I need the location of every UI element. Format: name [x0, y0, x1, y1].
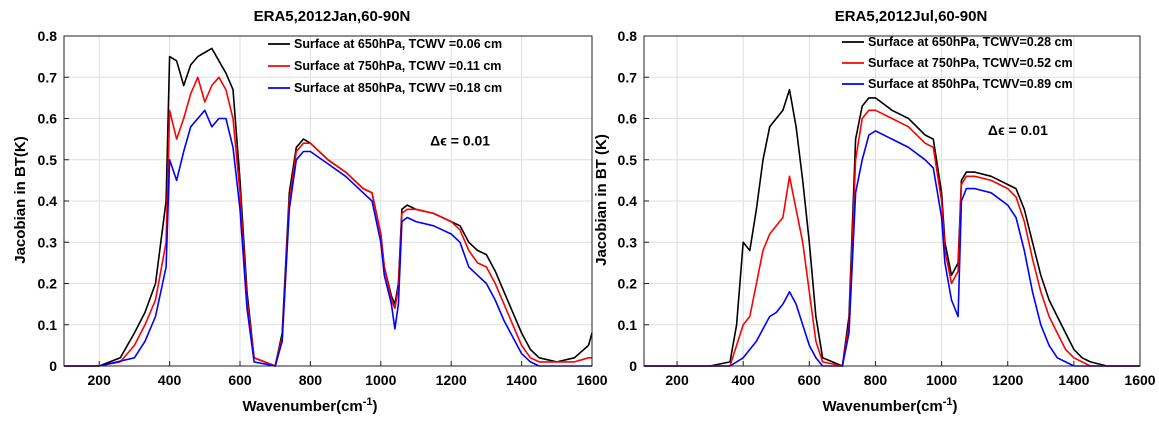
x-tick-label: 600: [798, 372, 822, 388]
x-axis-label-close: ): [373, 398, 378, 415]
y-tick-label: 0: [629, 358, 637, 374]
legend: Surface at 650hPa, TCWV=0.28 cm Surface a…: [842, 35, 1073, 91]
y-tick-label: 0.1: [38, 317, 58, 333]
x-tick-label: 1600: [1124, 372, 1155, 388]
y-tick-label: 0.3: [618, 234, 638, 250]
y-tick-label: 0.5: [38, 152, 58, 168]
x-tick-label: 200: [88, 372, 112, 388]
y-tick-label: 0.7: [618, 69, 638, 85]
series-line-2: [644, 109, 1140, 367]
x-tick-label: 800: [299, 372, 323, 388]
legend: Surface at 650hPa, TCWV =0.06 cm Surface …: [268, 37, 502, 95]
legend-item: Surface at 650hPa, TCWV=0.28 cm: [842, 35, 1073, 49]
x-tick-label: 1000: [365, 372, 396, 388]
chart-panel-jul: ERA5,2012Jul,60-90N Jacobian in BT (K) W…: [593, 8, 1156, 415]
x-tick-label: 1000: [926, 372, 957, 388]
y-tick-label: 0.7: [38, 69, 58, 85]
x-axis-label-sup: -1: [943, 396, 953, 408]
y-tick-label: 0.4: [618, 193, 638, 209]
x-tick-label: 400: [732, 372, 756, 388]
tick-labels: 200 400 600 800 1000 1200 1400 1600 0 0.1 0.2 0.3 0.…: [618, 28, 1156, 388]
x-tick-label: 1400: [506, 372, 537, 388]
x-tick-label: 800: [864, 372, 888, 388]
delta-epsilon-annotation: Δϵ = 0.01: [430, 132, 490, 148]
delta-epsilon-annotation: Δϵ = 0.01: [988, 122, 1048, 138]
series-line-3: [64, 109, 592, 367]
series-line-1: [644, 88, 1140, 367]
y-tick-label: 0.3: [38, 234, 58, 250]
chart-title: ERA5,2012Jul,60-90N: [835, 8, 988, 25]
x-axis-label-close: ): [953, 398, 958, 415]
x-tick-label: 1600: [576, 372, 607, 388]
y-tick-label: 0.6: [38, 111, 58, 127]
legend-label: Surface at 850hPa, TCWV=0.89 cm: [868, 77, 1073, 91]
tick-labels: 200 400 600 800 1000 1200 1400 1600 0 0.1 0.2 0.3 0.…: [38, 28, 608, 388]
series-line-2: [64, 76, 592, 367]
legend-item: Surface at 750hPa, TCWV=0.52 cm: [842, 56, 1073, 70]
series-line-1: [64, 47, 593, 367]
x-axis-label-main: Wavenumber(cm: [242, 398, 362, 415]
x-axis-label-sup: -1: [363, 396, 373, 408]
y-tick-label: 0.5: [618, 152, 638, 168]
y-tick-label: 0.8: [38, 28, 58, 44]
y-axis-label: Jacobian in BT (K): [593, 134, 610, 266]
x-tick-label: 200: [665, 372, 689, 388]
y-tick-label: 0.2: [618, 276, 638, 292]
y-tick-label: 0.4: [38, 193, 58, 209]
x-axis-label-main: Wavenumber(cm: [822, 398, 942, 415]
legend-label: Surface at 850hPa, TCWV =0.18 cm: [294, 81, 502, 95]
legend-label: Surface at 750hPa, TCWV=0.52 cm: [868, 56, 1073, 70]
legend-label: Surface at 650hPa, TCWV=0.28 cm: [868, 35, 1073, 49]
y-tick-label: 0.2: [38, 276, 58, 292]
series-lines: [644, 88, 1140, 367]
x-axis-label: Wavenumber(cm-1): [242, 396, 377, 415]
legend-label: Surface at 650hPa, TCWV =0.06 cm: [294, 37, 502, 51]
legend-item: Surface at 850hPa, TCWV=0.89 cm: [842, 77, 1073, 91]
chart-title: ERA5,2012Jan,60-90N: [254, 8, 411, 25]
x-axis-label: Wavenumber(cm-1): [822, 396, 957, 415]
x-tick-label: 600: [228, 372, 252, 388]
legend-item: Surface at 850hPa, TCWV =0.18 cm: [268, 81, 502, 95]
y-tick-label: 0.1: [618, 317, 638, 333]
x-tick-label: 400: [158, 372, 182, 388]
x-tick-label: 1200: [436, 372, 467, 388]
y-axis-label: Jacobian in BT(K): [12, 136, 29, 264]
series-line-3: [644, 130, 1140, 367]
y-tick-label: 0.6: [618, 111, 638, 127]
y-tick-label: 0.8: [618, 28, 638, 44]
x-tick-label: 1200: [992, 372, 1023, 388]
legend-label: Surface at 750hPa, TCWV =0.11 cm: [294, 59, 501, 73]
y-tick-label: 0: [49, 358, 57, 374]
chart-panel-jan: ERA5,2012Jan,60-90N Jacobian in BT(K) Wa…: [12, 8, 608, 415]
legend-item: Surface at 750hPa, TCWV =0.11 cm: [268, 59, 501, 73]
legend-item: Surface at 650hPa, TCWV =0.06 cm: [268, 37, 502, 51]
series-lines: [64, 47, 593, 367]
x-tick-label: 1400: [1058, 372, 1089, 388]
